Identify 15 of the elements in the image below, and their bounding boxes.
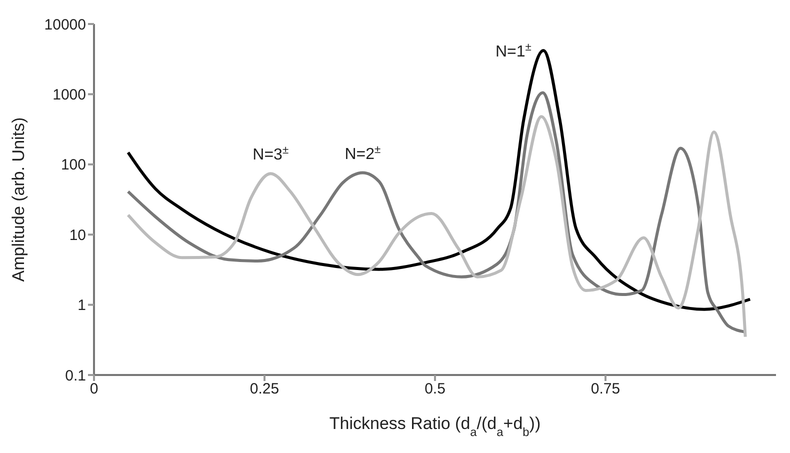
- y-axis-title: Amplitude (arb. Units): [9, 117, 28, 282]
- x-tick-label: 0.5: [424, 380, 446, 398]
- x-tick-label: 0.75: [590, 380, 620, 398]
- y-tick-label: 10000: [44, 16, 86, 34]
- annotation: N=3$^{±}$: [252, 144, 289, 164]
- y-tick-label: 0.1: [65, 367, 86, 384]
- y-tick-label: 10: [69, 226, 86, 244]
- y-tick-label: 100: [60, 156, 86, 174]
- y-tick-label: 1000: [52, 86, 86, 104]
- annotation: N=1$^{±}$: [496, 41, 532, 60]
- x-axis-title: Thickness Ratio (d$_{a}$/(d$_{a}$+d$_{b}$)): [329, 414, 541, 439]
- annotation: N=2$^{±}$: [344, 144, 381, 163]
- x-tick-label: 0: [90, 380, 98, 398]
- y-tick-label: 1: [78, 297, 86, 314]
- x-tick-label: 0.25: [250, 380, 280, 398]
